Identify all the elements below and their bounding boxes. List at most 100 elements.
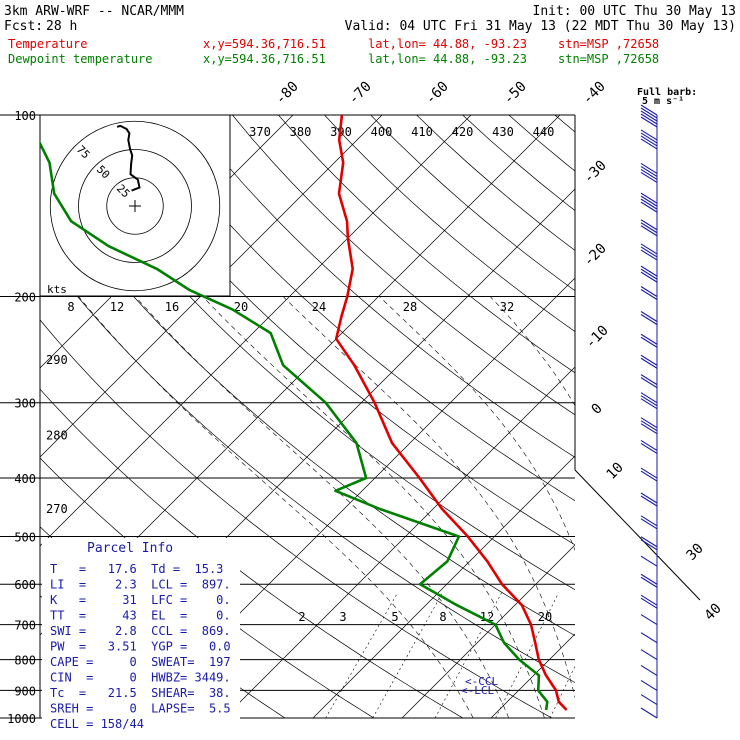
theta-label: 440 [533, 125, 555, 139]
dry-adiabat-line [278, 115, 575, 374]
wind-barb-flag [640, 246, 658, 258]
moist-adiabat-line [604, 297, 687, 719]
parcel-info-row: K = 31 LFC = 0. [50, 593, 231, 607]
wind-barb-flag [640, 536, 658, 548]
wind-barb [640, 679, 658, 691]
wind-barb-flag [640, 632, 658, 644]
lcl-marker: <-LCL [461, 684, 494, 697]
valid-time: Valid: 04 UTC Fri 31 May 13 (22 MDT Thu … [345, 19, 736, 34]
speed-tick-label: 24 [312, 300, 326, 314]
wind-barb-flag [640, 168, 658, 180]
wind-barb [640, 311, 658, 325]
wind-barb-flag [640, 268, 658, 280]
dry-adiabat-line [462, 115, 575, 211]
wind-barb-flag [640, 398, 658, 410]
wind-barb [640, 354, 658, 369]
isotherm-label: -50 [501, 79, 530, 108]
parcel-info-row: PW = 3.51 YGP = 0.0 [50, 640, 231, 654]
wind-barb-flag [640, 314, 658, 325]
wind-barb-flag [640, 110, 658, 122]
pressure-tick-label: 600 [14, 578, 36, 592]
wind-barb [640, 664, 658, 676]
dry-adiabat-line [554, 115, 575, 133]
wind-barb [640, 515, 658, 530]
theta-label: 280 [46, 428, 68, 442]
wind-barb-flag [640, 392, 658, 404]
hodograph-ring [49, 120, 221, 292]
parcel-info-background [42, 538, 240, 720]
dry-adiabat-line [40, 176, 575, 637]
wind-barb-flag [640, 555, 658, 567]
ccl-marker: <-CCL [465, 675, 498, 688]
wind-barb [640, 374, 658, 389]
theta-label: 290 [46, 353, 68, 367]
mixing-ratio-label: 2 [298, 610, 305, 624]
isotherm-line [401, 544, 575, 718]
wind-barb [640, 243, 658, 261]
wind-barb-flag [640, 132, 658, 144]
wind-barb-flag [640, 594, 658, 606]
dry-adiabat-line [139, 115, 575, 502]
wind-barb-flag [640, 439, 658, 451]
temperature-legend-stn: stn=MSP ,72658 [558, 37, 659, 51]
parcel-info-row: SWI = 2.8 CCL = 869. [50, 624, 231, 638]
mixing-ratio-label: 5 [391, 610, 398, 624]
theta-label: 270 [46, 502, 68, 516]
mixing-ratio-line [372, 592, 443, 718]
isotherm-label: 40 [702, 601, 725, 624]
pressure-tick-label: 500 [14, 530, 36, 544]
wind-barb-flag [640, 515, 658, 527]
temperature-legend-latlon: lat,lon= 44.88, -93.23 [368, 37, 527, 51]
wind-barb [640, 573, 658, 588]
isotherm-label: -70 [346, 79, 375, 108]
wind-barb [640, 694, 658, 706]
moist-adiabat-line [282, 296, 575, 699]
pressure-tick-label: 900 [14, 684, 36, 698]
moist-adiabat-line [379, 296, 575, 551]
isotherm-line [40, 115, 383, 458]
isotherm-line [223, 366, 575, 718]
wind-barb-flag [640, 395, 658, 407]
wind-barb [640, 649, 658, 661]
mixing-ratio-label: 12 [480, 610, 494, 624]
wind-barb [640, 219, 658, 237]
isotherm-label: -60 [423, 79, 452, 108]
dewpoint-legend-latlon: lat,lon= 44.88, -93.23 [368, 52, 527, 66]
temperature-legend-name: Temperature [8, 37, 87, 51]
isotherm-line [580, 115, 740, 718]
wind-barb-flag [640, 135, 658, 147]
wind-barb-flag [640, 679, 658, 691]
wind-barb-flag [640, 195, 658, 207]
wind-barb-flag [640, 129, 658, 141]
wind-barb-flag [640, 420, 658, 432]
wind-barb [640, 467, 658, 482]
hodograph-ring [78, 149, 192, 263]
isotherm-label: -40 [580, 79, 609, 108]
temperature-legend-xy: x,y=594.36,716.51 [203, 37, 326, 51]
dry-adiabat-line [40, 319, 553, 718]
dry-adiabat-line [232, 115, 575, 416]
wind-barb-flag [640, 165, 658, 177]
wind-barb [640, 104, 658, 128]
temperature-legend: Temperature x,y=594.36,716.51 lat,lon= 4… [8, 37, 659, 51]
wind-barb-flag [640, 573, 658, 585]
parcel-info-row: SREH = 0 LAPSE= 5.5 [50, 702, 231, 716]
mixing-ratio-label: 8 [439, 610, 446, 624]
wind-barb-flag [640, 201, 658, 213]
mixing-ratio-line [325, 592, 398, 718]
parcel-info-row: CAPE = 0 SWEAT= 197 [50, 655, 231, 669]
isotherm-label: 0 [589, 401, 606, 418]
init-time: Init: 00 UTC Thu 30 May 13 [533, 4, 737, 19]
wind-barb-flag [640, 225, 658, 237]
wind-barb-flag [640, 162, 658, 174]
isotherm-line [312, 455, 575, 718]
wind-barb-flag [640, 423, 658, 435]
parcel-info-row: TT = 43 EL = 0. [50, 609, 231, 623]
fcst-label: Fcst: [4, 19, 43, 34]
wind-barb-flag [640, 467, 658, 479]
mixing-ratio-label: 3 [339, 610, 346, 624]
parcel-info-rows: T = 17.6 Td = 15.3 LI = 2.3 LCL = 897.K =… [50, 562, 231, 731]
hodograph-trace [116, 124, 141, 192]
speed-tick-label: 32 [500, 300, 514, 314]
